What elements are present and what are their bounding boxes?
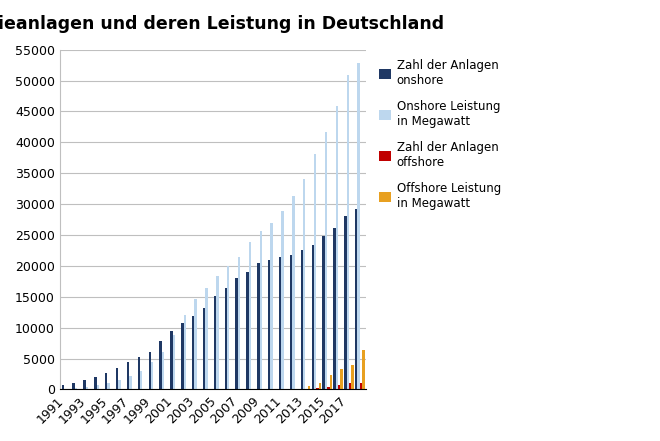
Bar	[203, 308, 205, 389]
Bar	[116, 368, 118, 389]
Bar	[259, 231, 262, 389]
Legend: Zahl der Anlagen
onshore, Onshore Leistung
in Megawatt, Zahl der Anlagen
offshor: Zahl der Anlagen onshore, Onshore Leistu…	[376, 56, 504, 213]
Bar	[170, 331, 173, 389]
Bar	[349, 383, 351, 389]
Bar	[271, 223, 273, 389]
Bar	[162, 352, 164, 389]
Bar	[303, 179, 306, 389]
Bar	[249, 242, 251, 389]
Bar	[148, 352, 151, 389]
Bar	[325, 132, 327, 389]
Bar	[290, 255, 292, 389]
Bar	[319, 383, 321, 389]
Bar	[358, 63, 360, 389]
Bar	[224, 288, 227, 389]
Bar	[362, 350, 364, 389]
Bar	[105, 373, 108, 389]
Bar	[205, 288, 208, 389]
Bar	[344, 217, 346, 389]
Bar	[238, 257, 240, 389]
Bar	[279, 257, 281, 389]
Bar	[86, 387, 88, 389]
Bar	[360, 383, 362, 389]
Bar	[338, 385, 341, 389]
Bar	[227, 266, 230, 389]
Bar	[151, 362, 153, 389]
Bar	[83, 380, 86, 389]
Bar	[214, 295, 216, 389]
Bar	[108, 383, 110, 389]
Bar	[329, 375, 332, 389]
Bar	[94, 377, 96, 389]
Bar	[336, 106, 338, 389]
Bar	[118, 380, 121, 389]
Bar	[268, 260, 271, 389]
Bar	[314, 154, 316, 389]
Bar	[192, 316, 195, 389]
Bar	[181, 323, 183, 389]
Bar	[341, 369, 343, 389]
Bar	[346, 75, 349, 389]
Bar	[73, 383, 75, 389]
Bar	[61, 385, 64, 389]
Bar	[160, 340, 162, 389]
Bar	[351, 365, 354, 389]
Bar	[312, 246, 314, 389]
Bar	[140, 371, 143, 389]
Bar	[129, 377, 131, 389]
Bar	[96, 385, 99, 389]
Bar	[323, 236, 325, 389]
Bar	[127, 362, 129, 389]
Bar	[195, 299, 197, 389]
Bar	[292, 196, 294, 389]
Bar	[138, 357, 140, 389]
Bar	[281, 211, 284, 389]
Bar	[75, 388, 77, 389]
Bar	[246, 272, 249, 389]
Bar	[327, 387, 329, 389]
Bar	[173, 335, 175, 389]
Bar	[216, 276, 218, 389]
Bar	[333, 228, 336, 389]
Bar	[257, 263, 259, 389]
Bar	[308, 386, 310, 389]
Bar	[236, 278, 238, 389]
Title: Windenergieanlagen und deren Leistung in Deutschland: Windenergieanlagen und deren Leistung in…	[0, 15, 444, 33]
Bar	[301, 250, 303, 389]
Bar	[355, 209, 358, 389]
Bar	[183, 315, 186, 389]
